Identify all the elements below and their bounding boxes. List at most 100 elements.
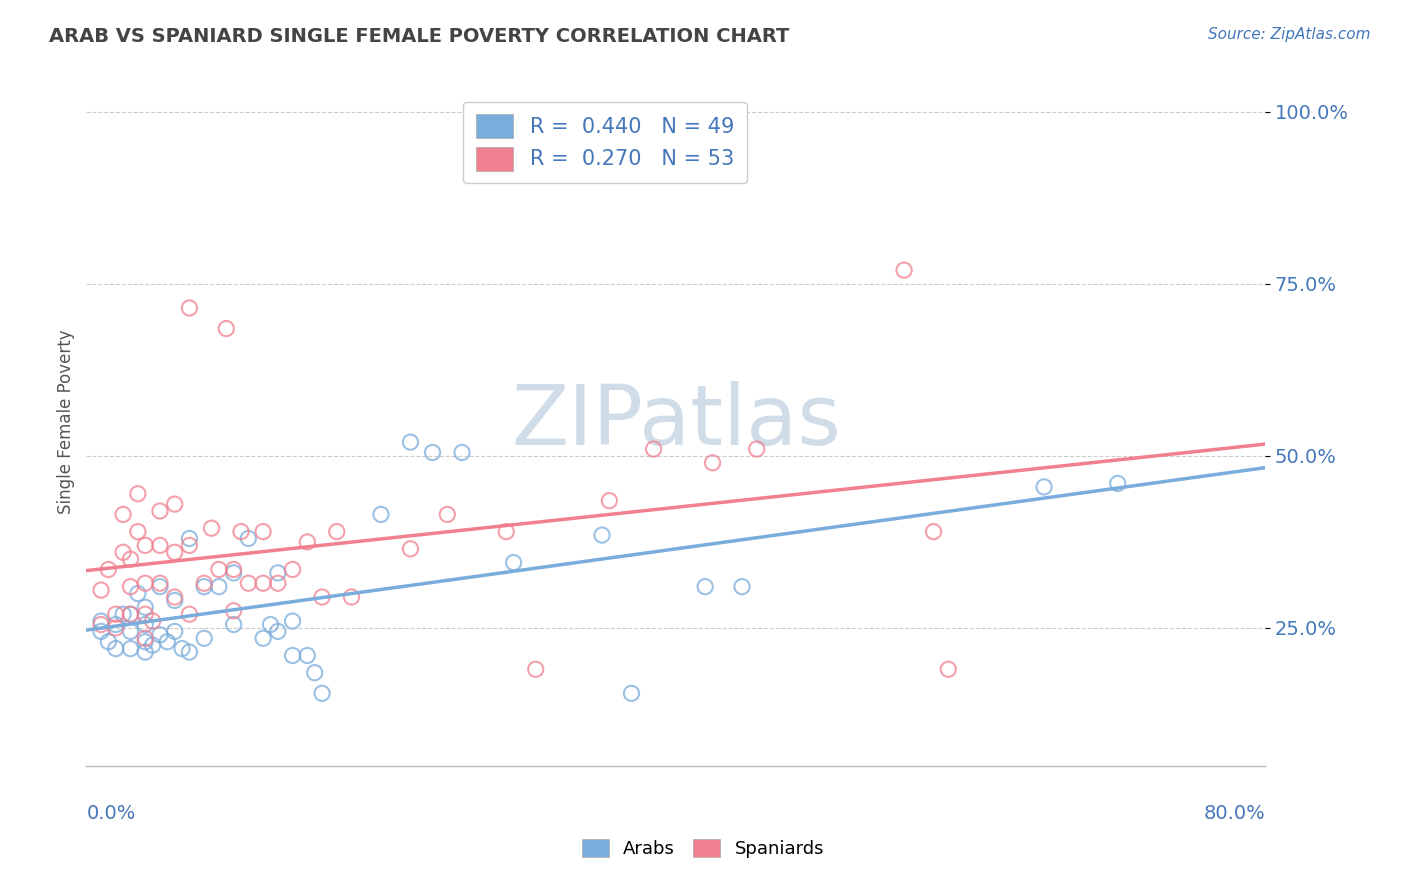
Point [222, 566, 245, 580]
Point [163, 497, 186, 511]
Point [200, 521, 222, 535]
Point [311, 686, 333, 700]
Legend: R =  0.440   N = 49, R =  0.270   N = 53: R = 0.440 N = 49, R = 0.270 N = 53 [463, 102, 747, 183]
Point [104, 617, 127, 632]
Text: ZIPatlas: ZIPatlas [510, 381, 841, 462]
Point [97, 634, 120, 648]
Text: ARAB VS SPANIARD SINGLE FEMALE POVERTY CORRELATION CHART: ARAB VS SPANIARD SINGLE FEMALE POVERTY C… [49, 27, 790, 45]
Point [524, 662, 547, 676]
Point [127, 524, 149, 539]
Point [702, 456, 724, 470]
Point [127, 586, 149, 600]
Point [208, 580, 231, 594]
Y-axis label: Single Female Poverty: Single Female Poverty [58, 329, 75, 514]
Point [731, 580, 754, 594]
Point [179, 538, 201, 552]
Point [193, 632, 215, 646]
Point [163, 545, 186, 559]
Point [238, 576, 260, 591]
Point [120, 641, 142, 656]
Point [97, 562, 120, 576]
Point [193, 576, 215, 591]
Point [134, 576, 156, 591]
Point [229, 524, 252, 539]
Text: 80.0%: 80.0% [1204, 805, 1265, 823]
Point [267, 624, 290, 639]
Text: 0.0%: 0.0% [86, 805, 135, 823]
Point [163, 593, 186, 607]
Point [399, 541, 422, 556]
Point [112, 545, 135, 559]
Point [281, 648, 304, 663]
Point [598, 493, 620, 508]
Point [163, 590, 186, 604]
Point [451, 445, 474, 459]
Point [297, 535, 319, 549]
Text: Source: ZipAtlas.com: Source: ZipAtlas.com [1208, 27, 1371, 42]
Point [104, 607, 127, 622]
Point [222, 604, 245, 618]
Point [222, 562, 245, 576]
Point [134, 634, 156, 648]
Point [179, 532, 201, 546]
Point [120, 607, 142, 622]
Point [311, 590, 333, 604]
Point [156, 634, 179, 648]
Point [399, 435, 422, 450]
Point [591, 528, 613, 542]
Point [252, 524, 274, 539]
Point [134, 600, 156, 615]
Point [134, 617, 156, 632]
Point [326, 524, 349, 539]
Point [134, 607, 156, 622]
Point [104, 621, 127, 635]
Point [149, 538, 172, 552]
Point [149, 580, 172, 594]
Point [215, 321, 238, 335]
Point [104, 641, 127, 656]
Point [304, 665, 326, 680]
Point [1033, 480, 1056, 494]
Legend: Arabs, Spaniards: Arabs, Spaniards [575, 831, 831, 865]
Point [149, 628, 172, 642]
Point [222, 617, 245, 632]
Point [170, 641, 193, 656]
Point [238, 532, 260, 546]
Point [620, 686, 643, 700]
Point [90, 583, 112, 598]
Point [120, 552, 142, 566]
Point [370, 508, 392, 522]
Point [643, 442, 665, 456]
Point [120, 624, 142, 639]
Point [259, 617, 281, 632]
Point [422, 445, 444, 459]
Point [922, 524, 945, 539]
Point [127, 487, 149, 501]
Point [893, 263, 915, 277]
Point [179, 607, 201, 622]
Point [112, 508, 135, 522]
Point [163, 624, 186, 639]
Point [340, 590, 363, 604]
Point [495, 524, 517, 539]
Point [267, 566, 290, 580]
Point [134, 632, 156, 646]
Point [179, 645, 201, 659]
Point [252, 632, 274, 646]
Point [179, 301, 201, 315]
Point [1107, 476, 1129, 491]
Point [142, 614, 165, 628]
Point [149, 504, 172, 518]
Point [267, 576, 290, 591]
Point [281, 562, 304, 576]
Point [142, 638, 165, 652]
Point [90, 617, 112, 632]
Point [149, 576, 172, 591]
Point [208, 562, 231, 576]
Point [134, 645, 156, 659]
Point [745, 442, 768, 456]
Point [502, 556, 524, 570]
Point [120, 580, 142, 594]
Point [281, 614, 304, 628]
Point [90, 614, 112, 628]
